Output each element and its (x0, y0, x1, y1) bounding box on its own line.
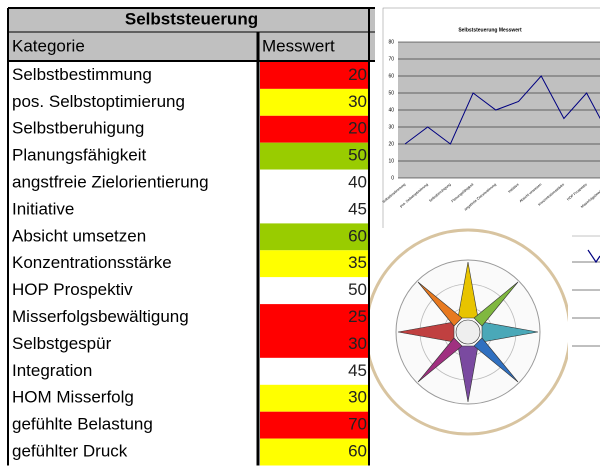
category-cell: HOP Prospektiv (12, 280, 133, 299)
value-cell-text: 35 (348, 253, 367, 272)
category-cell: Absicht umsetzen (12, 226, 146, 245)
category-cell: Selbstgespür (12, 334, 112, 353)
value-cell-text: 70 (348, 415, 367, 434)
value-cell-text: 30 (348, 92, 367, 111)
category-cell: Konzentrationsstärke (12, 253, 172, 272)
y-tick-label: 40 (388, 107, 394, 113)
category-cell: gefühlter Druck (12, 442, 128, 461)
value-cell-text: 30 (348, 388, 367, 407)
category-cell: gefühlte Belastung (12, 415, 153, 434)
category-cell: Planungsfähigkeit (12, 146, 146, 165)
y-tick-label: 0 (391, 175, 394, 181)
value-cell-text: 45 (348, 199, 367, 218)
y-tick-label: 70 (388, 56, 394, 62)
value-cell-text: 60 (348, 226, 367, 245)
center (456, 320, 480, 344)
value-cell-text: 50 (348, 280, 367, 299)
value-cell-text: 30 (348, 334, 367, 353)
category-cell: Selbstberuhigung (12, 119, 144, 138)
category-cell: Initiative (12, 199, 74, 218)
value-cell-text: 60 (348, 442, 367, 461)
value-cell-text: 20 (348, 65, 367, 84)
table: Selbststeuerung Kategorie Messwert Selbstbe… (8, 8, 375, 466)
category-cell: Integration (12, 361, 92, 380)
wheel-image (362, 228, 572, 446)
value-cell-text: 45 (348, 361, 367, 380)
value-cell-text: 50 (348, 146, 367, 165)
y-tick-label: 80 (388, 39, 394, 45)
page: Selbststeuerung Messwert 0 10 20 30 40 50 60 70… (0, 0, 600, 467)
partial-chart (568, 245, 600, 360)
value-cell-text: 20 (348, 119, 367, 138)
value-cell-text: 40 (348, 173, 367, 192)
header-cell: Kategorie (12, 36, 85, 55)
y-tick-label: 60 (388, 73, 394, 79)
y-tick-label: 50 (388, 90, 394, 96)
line-chart: Selbststeuerung Messwert 0 10 20 30 40 50 60 70… (382, 8, 600, 236)
chart-title: Selbststeuerung Messwert (458, 27, 522, 33)
screenshot: Selbststeuerung Messwert 0 10 20 30 40 50 60 70… (0, 0, 600, 467)
category-cell: Selbstbestimmung (12, 65, 152, 84)
y-tick-label: 30 (388, 124, 394, 130)
header-cell: Messwert (262, 36, 335, 55)
category-cell: HOM Misserfolg (12, 388, 134, 407)
y-tick-label: 20 (388, 141, 394, 147)
category-cell: angstfreie Zielorientierung (12, 173, 209, 192)
table-title: Selbststeuerung (125, 9, 258, 28)
category-cell: pos. Selbstoptimierung (12, 92, 185, 111)
y-tick-label: 10 (388, 158, 394, 164)
category-cell: Misserfolgsbewältigung (12, 307, 189, 326)
value-cell-text: 25 (348, 307, 367, 326)
